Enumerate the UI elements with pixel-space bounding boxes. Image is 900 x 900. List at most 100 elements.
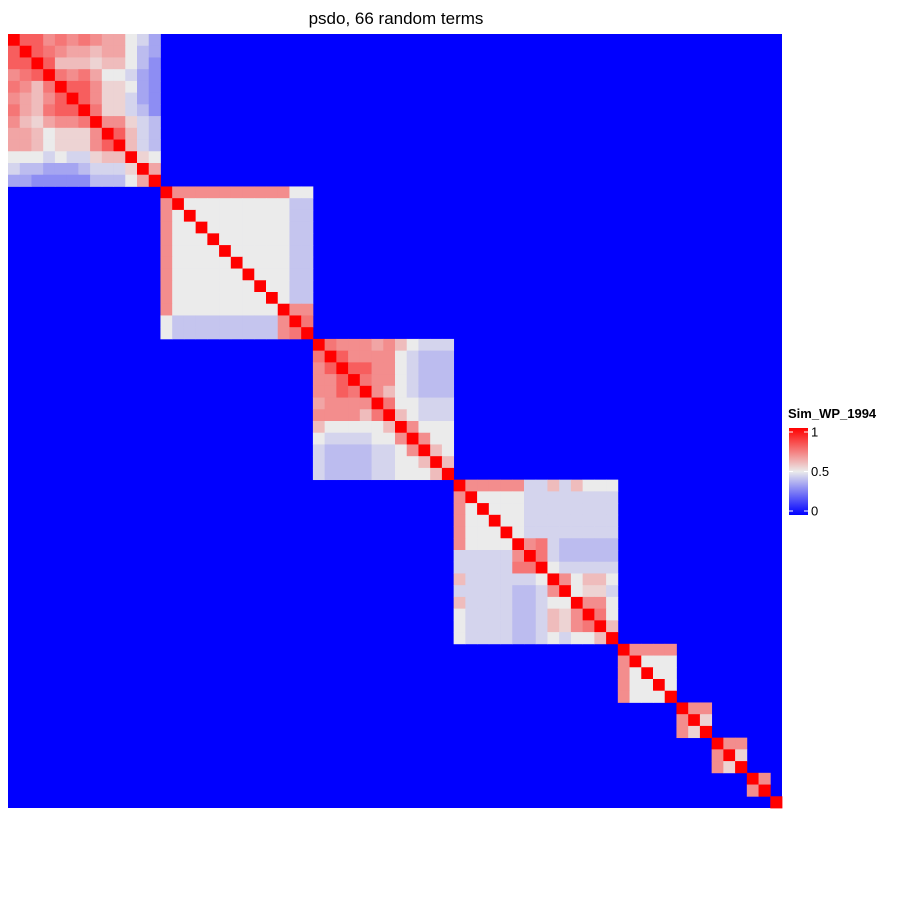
heatmap-cell bbox=[406, 338, 419, 352]
heatmap-cell bbox=[113, 80, 126, 94]
heatmap-cell bbox=[19, 127, 32, 140]
heatmap-cell bbox=[488, 526, 501, 539]
heatmap-cell bbox=[183, 327, 197, 340]
heatmap-cell bbox=[160, 315, 173, 328]
heatmap-cell bbox=[312, 385, 326, 398]
heatmap-cell bbox=[594, 608, 607, 621]
heatmap-cell bbox=[477, 596, 490, 610]
heatmap-cell bbox=[735, 749, 748, 762]
heatmap-cell bbox=[324, 374, 337, 387]
heatmap-cell bbox=[183, 233, 197, 246]
heatmap-cell bbox=[43, 104, 56, 117]
heatmap-cell bbox=[54, 127, 68, 140]
heatmap-cell bbox=[19, 57, 32, 70]
heatmap-cell bbox=[371, 350, 384, 363]
heatmap-cell bbox=[219, 198, 232, 211]
heatmap-cell bbox=[125, 139, 138, 152]
heatmap-cell bbox=[19, 116, 32, 129]
heatmap-cell bbox=[90, 80, 103, 94]
heatmap-cell bbox=[101, 174, 114, 187]
heatmap-cell bbox=[406, 374, 419, 387]
heatmap-cell bbox=[54, 69, 68, 82]
heatmap-cell bbox=[301, 221, 314, 234]
heatmap-cell bbox=[524, 514, 537, 527]
heatmap-cell bbox=[277, 280, 290, 293]
heatmap-cell bbox=[524, 561, 537, 574]
heatmap-cell bbox=[312, 397, 326, 410]
heatmap-cell bbox=[453, 632, 466, 645]
heatmap-cell bbox=[242, 256, 255, 269]
heatmap-cell bbox=[524, 620, 537, 633]
heatmap-cell bbox=[359, 421, 372, 434]
heatmap-cell bbox=[289, 198, 302, 211]
heatmap-cell bbox=[371, 467, 384, 481]
heatmap-cell bbox=[430, 362, 443, 375]
heatmap-cell bbox=[148, 104, 161, 117]
heatmap-cell bbox=[66, 34, 79, 47]
heatmap-cell bbox=[559, 526, 572, 539]
heatmap-cell bbox=[78, 174, 91, 187]
heatmap-cell bbox=[512, 632, 525, 645]
heatmap-cell bbox=[359, 456, 372, 469]
heatmap-cell bbox=[348, 350, 361, 363]
heatmap-cell bbox=[207, 256, 220, 269]
heatmap-cell bbox=[406, 385, 419, 398]
heatmap-cell bbox=[172, 221, 185, 234]
heatmap-cell bbox=[54, 116, 68, 129]
heatmap-cell bbox=[172, 303, 185, 316]
heatmap-cell bbox=[195, 209, 208, 223]
heatmap-cell bbox=[606, 620, 619, 633]
heatmap-cell bbox=[570, 550, 584, 563]
heatmap-cell bbox=[570, 608, 584, 621]
heatmap-cell bbox=[430, 397, 443, 410]
heatmap-cell bbox=[582, 538, 595, 551]
heatmap-cell bbox=[207, 186, 220, 199]
heatmap-cell bbox=[324, 362, 337, 375]
heatmap-cell bbox=[301, 280, 314, 293]
heatmap-cell bbox=[594, 585, 607, 598]
heatmap-cell bbox=[137, 174, 150, 187]
heatmap-cell bbox=[301, 186, 314, 199]
heatmap-cell bbox=[66, 139, 79, 152]
heatmap-cell bbox=[66, 45, 79, 58]
heatmap-cell bbox=[512, 596, 525, 610]
heatmap-cell bbox=[524, 585, 537, 598]
heatmap-cell bbox=[594, 526, 607, 539]
heatmap-cell bbox=[336, 444, 349, 457]
heatmap-cell bbox=[254, 303, 267, 316]
heatmap-cell bbox=[418, 444, 431, 457]
heatmap-cell bbox=[254, 292, 267, 305]
heatmap-cell bbox=[125, 151, 138, 164]
heatmap-cell bbox=[78, 45, 91, 58]
heatmap-cell bbox=[312, 421, 326, 434]
heatmap-cell bbox=[547, 573, 560, 586]
heatmap-cell bbox=[559, 620, 572, 633]
heatmap-cell bbox=[653, 643, 666, 656]
heatmap-cell bbox=[254, 209, 267, 223]
heatmap-cell bbox=[66, 104, 79, 117]
heatmap-cell bbox=[453, 479, 466, 492]
heatmap-cell bbox=[266, 280, 279, 293]
heatmap-cell bbox=[125, 80, 138, 94]
heatmap-cell bbox=[183, 303, 197, 316]
legend-tick-label: 0.5 bbox=[811, 464, 829, 479]
heatmap-cell bbox=[183, 245, 197, 258]
heatmap-cell bbox=[101, 127, 114, 140]
heatmap-cell bbox=[54, 139, 68, 152]
heatmap-cell bbox=[31, 139, 44, 152]
heatmap-cell bbox=[395, 444, 408, 457]
heatmap-cell bbox=[54, 80, 68, 94]
heatmap-cell bbox=[230, 245, 243, 258]
heatmap-cell bbox=[54, 174, 68, 187]
heatmap-cell bbox=[160, 327, 173, 340]
heatmap-cell bbox=[488, 585, 501, 598]
heatmap-cell bbox=[125, 174, 138, 187]
heatmap-cell bbox=[172, 245, 185, 258]
heatmap-cell bbox=[230, 256, 243, 269]
heatmap-cell bbox=[441, 338, 455, 352]
heatmap-cell bbox=[172, 233, 185, 246]
heatmap-cell bbox=[383, 350, 396, 363]
heatmap-cell bbox=[148, 139, 161, 152]
heatmap-cell bbox=[570, 573, 584, 586]
